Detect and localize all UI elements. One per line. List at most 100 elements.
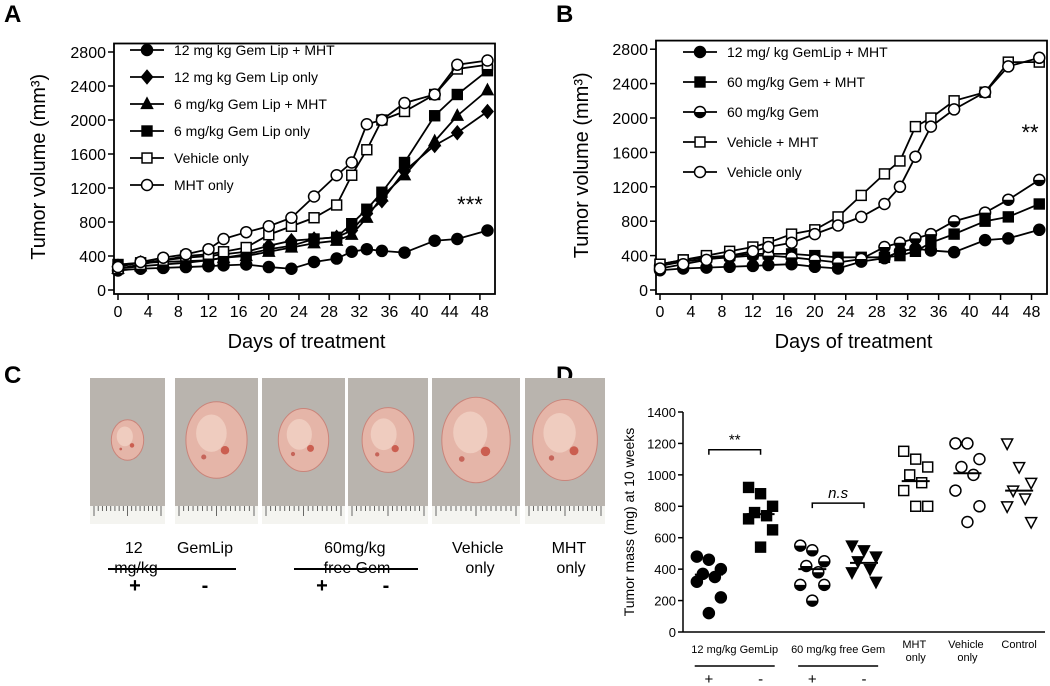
y-tick-label: 0 [97, 283, 106, 300]
data-point [262, 260, 276, 274]
marker-shape [202, 242, 215, 256]
data-point [922, 461, 934, 473]
data-point [806, 594, 819, 607]
data-point [262, 220, 276, 233]
data-point [806, 544, 819, 557]
data-point [808, 253, 822, 267]
data-point [346, 218, 358, 230]
marker-shape [398, 156, 411, 169]
tumor-highlight [196, 414, 227, 452]
x-tick-label: 8 [717, 304, 726, 321]
marker-shape [747, 255, 759, 262]
marker-shape [845, 567, 859, 580]
data-point [869, 576, 883, 590]
y-tick-label: 400 [654, 562, 676, 577]
tumor-highlight [370, 418, 397, 451]
marker-shape [1002, 60, 1015, 73]
y-tick-label: 1400 [647, 405, 676, 420]
x-tick-label: 20 [260, 304, 278, 321]
marker-shape [808, 227, 822, 241]
data-point [766, 500, 779, 512]
x-tick-label: 48 [471, 304, 489, 321]
marker-shape [481, 54, 494, 67]
marker-shape [947, 103, 961, 116]
marker-shape [898, 484, 910, 497]
data-point [754, 488, 767, 500]
blood-spot [201, 454, 207, 460]
data-point [700, 253, 713, 267]
data-point [239, 225, 253, 239]
data-point [978, 206, 992, 219]
data-point [1018, 493, 1032, 507]
legend-marker [694, 136, 706, 148]
data-point [766, 524, 779, 536]
data-point [869, 551, 883, 565]
marker-shape [845, 540, 859, 554]
y-tick-label: 0 [639, 283, 648, 300]
marker-shape [869, 576, 883, 590]
data-point [1033, 223, 1046, 237]
marker-shape [855, 259, 867, 265]
marker-shape [1018, 493, 1032, 507]
marker-shape [948, 221, 960, 227]
y-tick-label: 800 [654, 499, 676, 514]
marker-shape [428, 88, 441, 101]
photo-caption: GemLip [177, 540, 233, 557]
data-point [428, 110, 441, 122]
blood-spot [290, 451, 296, 457]
legend-marker [140, 96, 154, 110]
data-point [723, 249, 736, 262]
x-tick-label: 48 [1023, 304, 1041, 321]
y-axis-title: Tumor volume (mm³) [28, 74, 50, 260]
marker-shape [723, 249, 736, 262]
marker-shape [894, 242, 906, 249]
legend-label: MHT only [174, 177, 234, 193]
data-point [134, 255, 147, 269]
data-point [714, 591, 728, 604]
marker-shape [427, 133, 442, 147]
data-point [1033, 173, 1046, 187]
data-point [904, 469, 916, 481]
data-point [808, 227, 822, 241]
panel-label: B [556, 1, 573, 28]
data-point [428, 234, 441, 247]
marker-shape [978, 233, 992, 247]
marker-shape [857, 545, 871, 558]
data-point [1002, 60, 1015, 73]
marker-shape [376, 186, 388, 198]
significance-bracket [708, 448, 762, 455]
marker-shape [361, 203, 373, 215]
data-point [845, 567, 859, 580]
marker-shape [360, 210, 374, 223]
x-tick-label: 40 [411, 304, 429, 321]
data-point [894, 155, 906, 167]
annotation: n.s [828, 485, 849, 502]
x-tick-label: 28 [868, 304, 886, 321]
marker-shape [450, 124, 464, 141]
data-point [949, 484, 962, 497]
legend-marker [693, 45, 707, 59]
data-point [794, 578, 807, 592]
sign-label: + [316, 575, 328, 597]
marker-shape [694, 112, 706, 118]
data-point [863, 563, 877, 577]
marker-shape [140, 96, 154, 110]
data-point [240, 241, 252, 254]
marker-shape [714, 591, 728, 604]
marker-shape [855, 189, 867, 202]
group-label: 12 mg/kg GemLip [691, 644, 778, 656]
marker-shape [263, 243, 275, 255]
legend-label: 60 mg/kg Gem + MHT [727, 74, 866, 90]
marker-shape [345, 245, 358, 258]
data-point [910, 453, 922, 465]
data-point [202, 242, 215, 256]
data-point [263, 243, 275, 255]
marker-shape [794, 584, 806, 591]
data-point [909, 150, 922, 163]
data-point [398, 156, 411, 169]
blood-spot [458, 456, 465, 462]
marker-shape [690, 550, 704, 563]
blood-spot [119, 447, 123, 451]
data-point [1002, 211, 1014, 223]
tumor-highlight [453, 411, 488, 454]
